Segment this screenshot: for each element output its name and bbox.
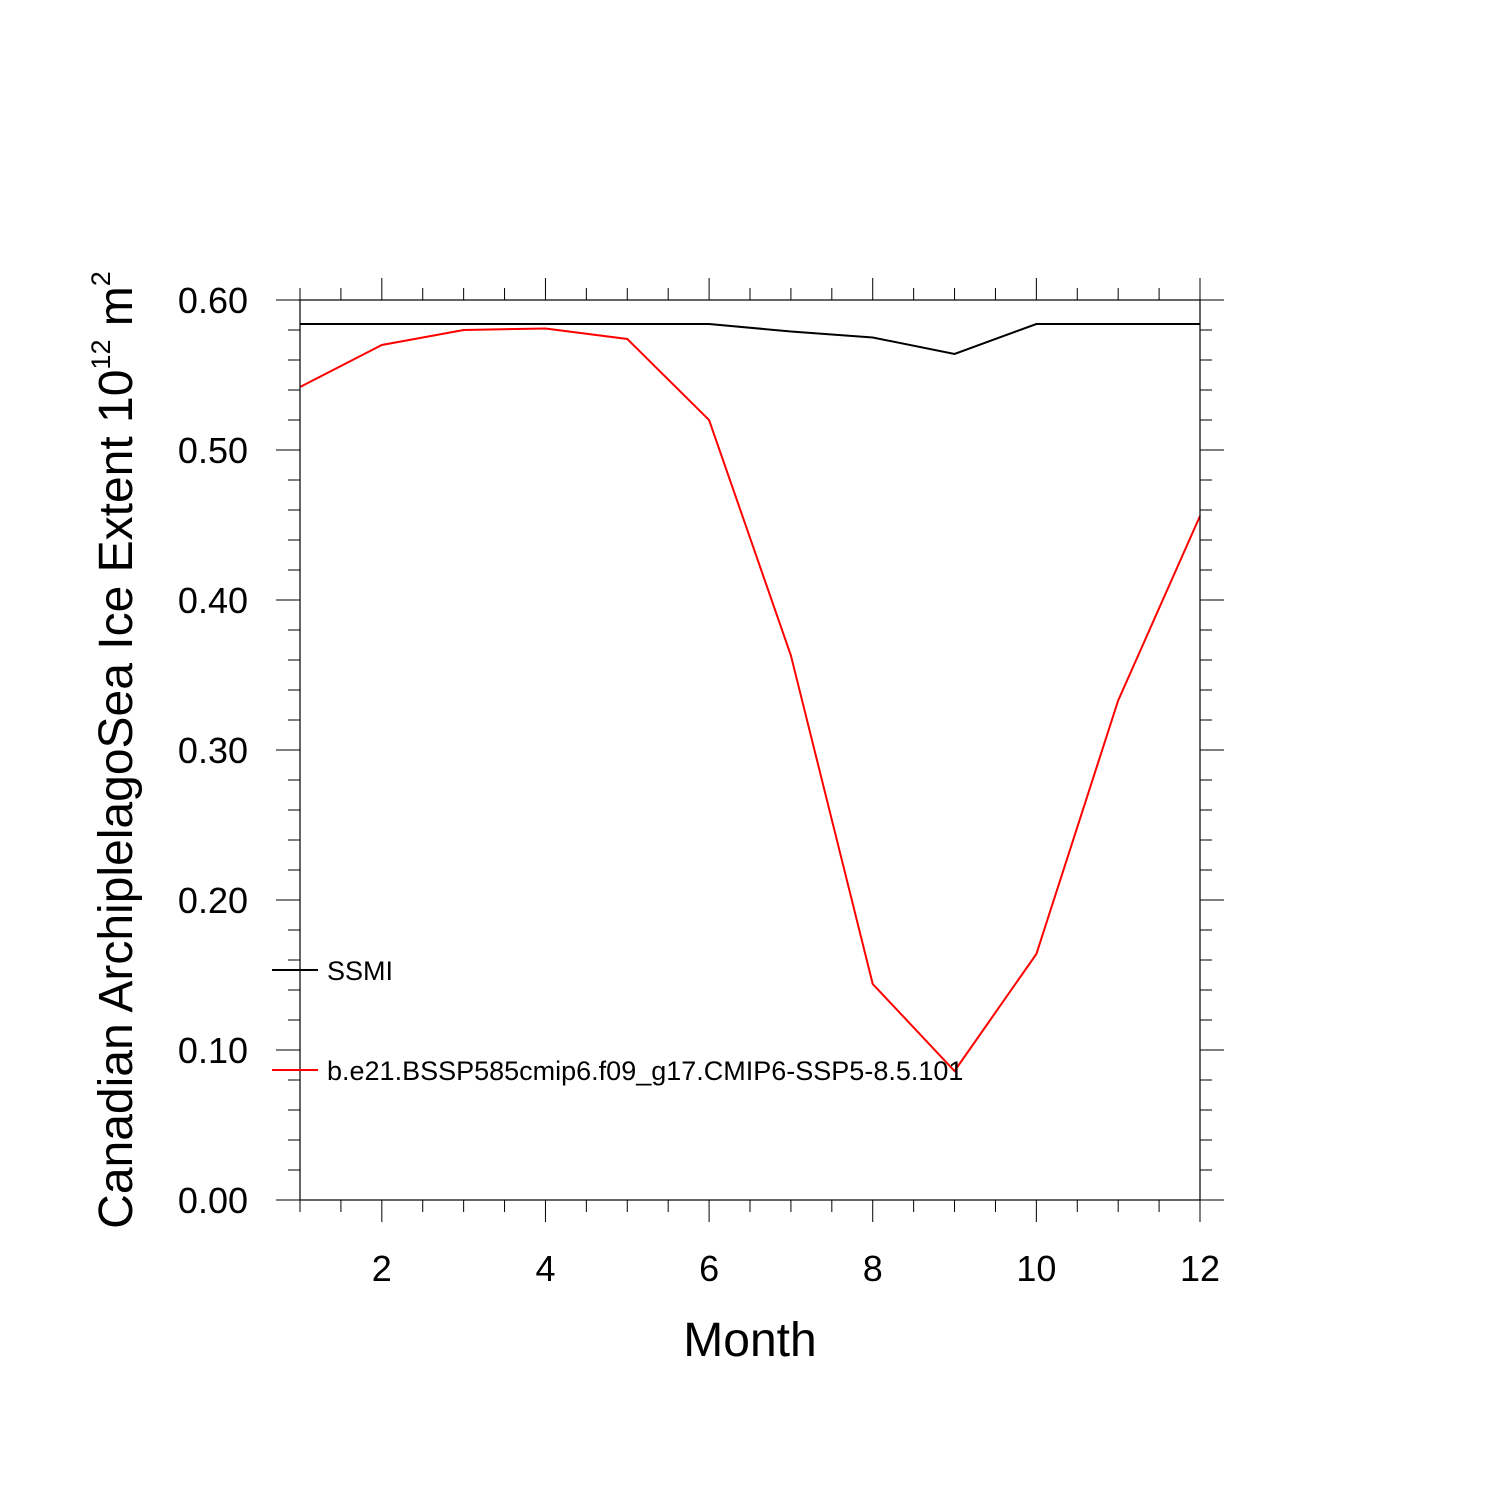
y-tick-label: 0.20 xyxy=(178,880,248,921)
x-axis-title: Month xyxy=(683,1314,816,1367)
minor-ticks xyxy=(288,288,1212,1212)
y-axis-title-unit-exponent: 2 xyxy=(86,271,116,286)
y-tick-label: 0.60 xyxy=(178,280,248,321)
y-axis-title-exponent: 12 xyxy=(86,340,116,370)
y-tick-label: 0.00 xyxy=(178,1180,248,1221)
x-tick-label: 8 xyxy=(863,1248,883,1289)
series-lines xyxy=(299,323,1201,1073)
y-tick-label: 0.30 xyxy=(178,730,248,771)
x-tick-label: 6 xyxy=(699,1248,719,1289)
series-line-1 xyxy=(300,323,1200,356)
y-axis-title-main: Canadian ArchiplelagoSea Ice Extent 10 xyxy=(90,370,143,1229)
legend-label-1: SSMI xyxy=(327,956,393,986)
plot-frame xyxy=(299,299,1201,1201)
y-tick-label: 0.10 xyxy=(178,1030,248,1071)
svg-text:Canadian ArchiplelagoSea Ice E: Canadian ArchiplelagoSea Ice Extent 1012… xyxy=(86,271,143,1229)
x-tick-label: 10 xyxy=(1016,1248,1056,1289)
x-tick-label: 4 xyxy=(535,1248,555,1289)
major-ticks xyxy=(276,278,1224,1222)
y-tick-labels: 0.00 0.10 0.20 0.30 0.40 0.50 0.60 xyxy=(178,280,248,1221)
y-tick-label: 0.50 xyxy=(178,430,248,471)
series-line-2 xyxy=(299,327,1201,1073)
x-tick-labels: 2 4 6 8 10 12 xyxy=(372,1248,1220,1289)
y-axis-title: Canadian ArchiplelagoSea Ice Extent 1012… xyxy=(86,271,143,1229)
legend: SSMI b.e21.BSSP585cmip6.f09_g17.CMIP6-SSP… xyxy=(272,956,963,1086)
y-tick-label: 0.40 xyxy=(178,580,248,621)
x-tick-label: 12 xyxy=(1180,1248,1220,1289)
x-tick-label: 2 xyxy=(372,1248,392,1289)
y-axis-title-unit: m xyxy=(90,286,143,339)
legend-label-2: b.e21.BSSP585cmip6.f09_g17.CMIP6-SSP5-8.… xyxy=(327,1056,963,1086)
